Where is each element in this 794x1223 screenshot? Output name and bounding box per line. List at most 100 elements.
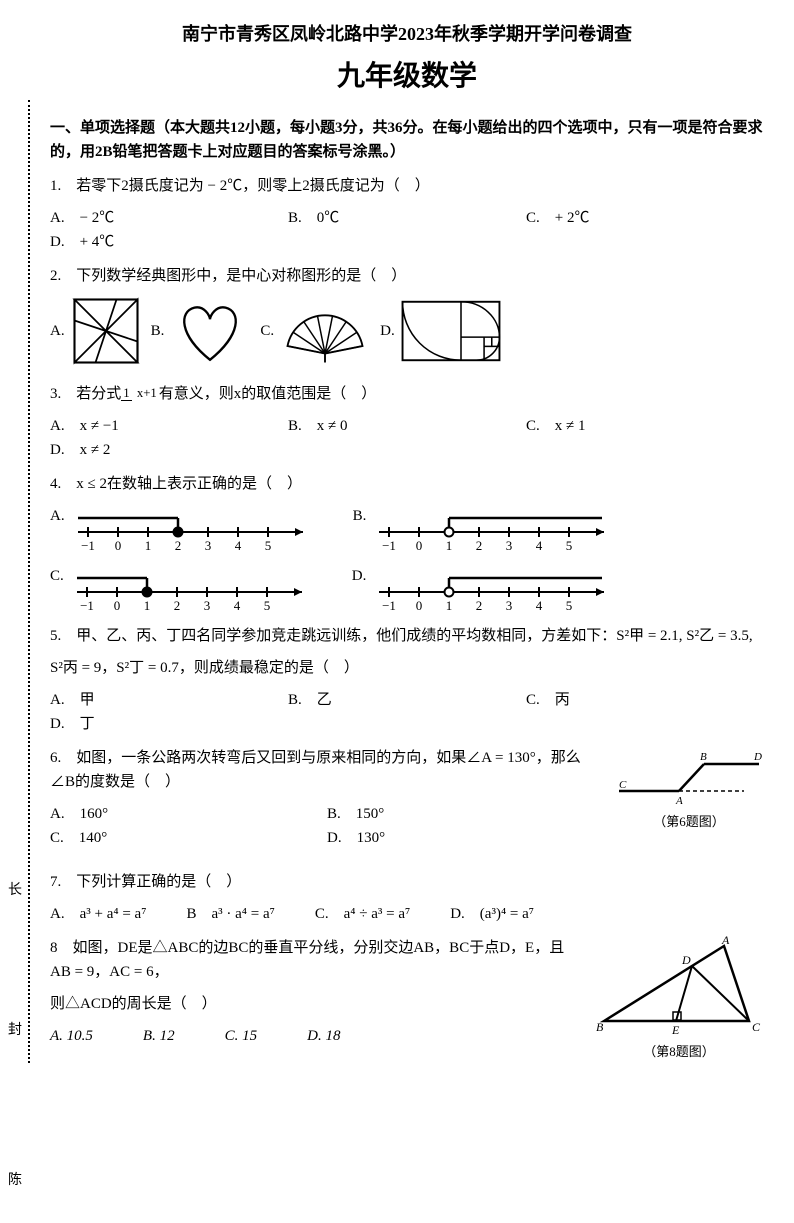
svg-text:5: 5: [566, 598, 573, 613]
svg-text:4: 4: [536, 538, 543, 553]
q2-shapes: A. B. C.: [50, 296, 764, 366]
question-7: 7. 下列计算正确的是（ ）: [50, 870, 764, 894]
q8-opt-b: B. 12: [143, 1024, 175, 1048]
svg-text:5: 5: [264, 598, 271, 613]
q8-options: A. 10.5 B. 12 C. 15 D. 18: [50, 1024, 584, 1048]
q6-figure: C A B D （第6题图）: [614, 746, 764, 834]
side-char-3: 陈: [8, 1170, 24, 1192]
q6-opt-a: A. 160°: [50, 802, 287, 826]
svg-text:B: B: [596, 1020, 604, 1034]
svg-text:0: 0: [416, 598, 423, 613]
pinwheel-icon: [71, 296, 141, 366]
svg-text:0: 0: [114, 538, 121, 553]
q4-opt-d: D.: [352, 564, 367, 588]
q7-opt-b: B a³ · a⁴ = a⁷: [186, 902, 274, 926]
question-1: 1. 若零下2摄氏度记为 − 2℃，则零上2摄氏度记为（ ）: [50, 174, 764, 198]
svg-text:−1: −1: [80, 598, 94, 613]
q3-opt-c: C. x ≠ 1: [526, 414, 724, 438]
q8-opt-a: A. 10.5: [50, 1024, 93, 1048]
q5-opt-a: A. 甲: [50, 688, 248, 712]
q1-opt-d: D. + 4℃: [50, 230, 724, 254]
q7-opt-a: A. a³ + a⁴ = a⁷: [50, 902, 146, 926]
numberline-a: −1012345: [73, 504, 313, 554]
q4-opt-c: C.: [50, 564, 64, 588]
q8-figure: A B C D E （第8题图）: [594, 936, 764, 1064]
q6-opt-d: D. 130°: [327, 826, 564, 850]
q5-opt-c: C. 丙: [526, 688, 724, 712]
svg-text:0: 0: [416, 538, 423, 553]
q8-fig-label: （第8题图）: [594, 1042, 764, 1063]
q6-fig-label: （第6题图）: [614, 812, 764, 833]
binding-line: [28, 100, 30, 1063]
svg-text:−1: −1: [81, 538, 95, 553]
q1-opt-a: A. − 2℃: [50, 206, 248, 230]
question-4: 4. x ≤ 2在数轴上表示正确的是（ ）: [50, 472, 764, 496]
section-title: 一、单项选择题（本大题共12小题，每小题3分，共36分。在每小题给出的四个选项中…: [50, 116, 764, 164]
q3-text-pre: 3. 若分式: [50, 382, 121, 406]
svg-text:0: 0: [114, 598, 121, 613]
svg-text:−1: −1: [382, 598, 396, 613]
svg-text:D: D: [753, 751, 762, 763]
svg-text:2: 2: [476, 538, 483, 553]
q5-options: A. 甲 B. 乙 C. 丙 D. 丁: [50, 688, 764, 736]
numberline-b: −1 0 1 2 3 4 5: [374, 504, 614, 554]
q8-opt-d: D. 18: [307, 1024, 340, 1048]
q3-opt-a: A. x ≠ −1: [50, 414, 248, 438]
q3-options: A. x ≠ −1 B. x ≠ 0 C. x ≠ 1 D. x ≠ 2: [50, 414, 764, 462]
q1-opt-b: B. 0℃: [288, 206, 486, 230]
q2-opt-c: C.: [260, 319, 274, 343]
fan-icon: [280, 296, 370, 366]
svg-text:1: 1: [144, 598, 151, 613]
svg-text:4: 4: [536, 598, 543, 613]
q7-opt-d: D. (a³)⁴ = a⁷: [450, 902, 534, 926]
svg-text:3: 3: [204, 538, 211, 553]
svg-text:C: C: [619, 779, 627, 791]
svg-text:C: C: [752, 1020, 761, 1034]
q8-opt-c: C. 15: [225, 1024, 258, 1048]
q3-opt-b: B. x ≠ 0: [288, 414, 486, 438]
q2-opt-d: D.: [380, 319, 395, 343]
numberline-d: −1 0 1 2 3 4 5: [374, 564, 614, 614]
golden-spiral-icon: [401, 296, 501, 366]
q5-opt-b: B. 乙: [288, 688, 486, 712]
q6-opt-b: B. 150°: [327, 802, 564, 826]
page-title: 南宁市青秀区凤岭北路中学2023年秋季学期开学问卷调查: [50, 20, 764, 49]
side-char-2: 封: [8, 1020, 24, 1042]
svg-text:2: 2: [476, 598, 483, 613]
question-3: 3. 若分式 1 x+1 有意义，则x的取值范围是（ ）: [50, 382, 764, 406]
side-char-1: 长: [8, 880, 24, 902]
svg-text:2: 2: [174, 598, 181, 613]
svg-text:D: D: [681, 953, 691, 967]
svg-text:A: A: [675, 795, 683, 806]
q3-opt-d: D. x ≠ 2: [50, 438, 724, 462]
svg-text:−1: −1: [382, 538, 396, 553]
svg-text:3: 3: [506, 598, 513, 613]
svg-text:3: 3: [506, 538, 513, 553]
svg-text:1: 1: [446, 538, 453, 553]
q7-options: A. a³ + a⁴ = a⁷ B a³ · a⁴ = a⁷ C. a⁴ ÷ a…: [50, 902, 764, 926]
svg-text:4: 4: [234, 598, 241, 613]
q2-opt-b: B.: [151, 319, 165, 343]
svg-text:B: B: [700, 751, 707, 763]
q4-opt-b: B.: [353, 504, 367, 528]
svg-text:E: E: [671, 1023, 680, 1036]
svg-text:A: A: [721, 936, 730, 947]
q6-opt-c: C. 140°: [50, 826, 287, 850]
svg-text:1: 1: [446, 598, 453, 613]
q2-opt-a: A.: [50, 319, 65, 343]
q6-options: A. 160° B. 150° C. 140° D. 130°: [50, 802, 604, 850]
q3-text-post: 有意义，则x的取值范围是（ ）: [159, 382, 377, 406]
q4-opt-a: A.: [50, 504, 65, 528]
question-5b: S²丙 = 9，S²丁 = 0.7，则成绩最稳定的是（ ）: [50, 656, 764, 680]
svg-text:3: 3: [204, 598, 211, 613]
numberline-c: −1 0 1 2 3 4 5: [72, 564, 312, 614]
q1-opt-c: C. + 2℃: [526, 206, 724, 230]
q5-opt-d: D. 丁: [50, 712, 724, 736]
question-2: 2. 下列数学经典图形中，是中心对称图形的是（ ）: [50, 264, 764, 288]
svg-text:5: 5: [566, 538, 573, 553]
svg-text:1: 1: [144, 538, 151, 553]
question-5a: 5. 甲、乙、丙、丁四名同学参加竞走跳远训练，他们成绩的平均数相同，方差如下：S…: [50, 624, 764, 648]
q7-opt-c: C. a⁴ ÷ a³ = a⁷: [315, 902, 410, 926]
svg-text:4: 4: [234, 538, 241, 553]
page-subtitle: 九年级数学: [50, 55, 764, 100]
